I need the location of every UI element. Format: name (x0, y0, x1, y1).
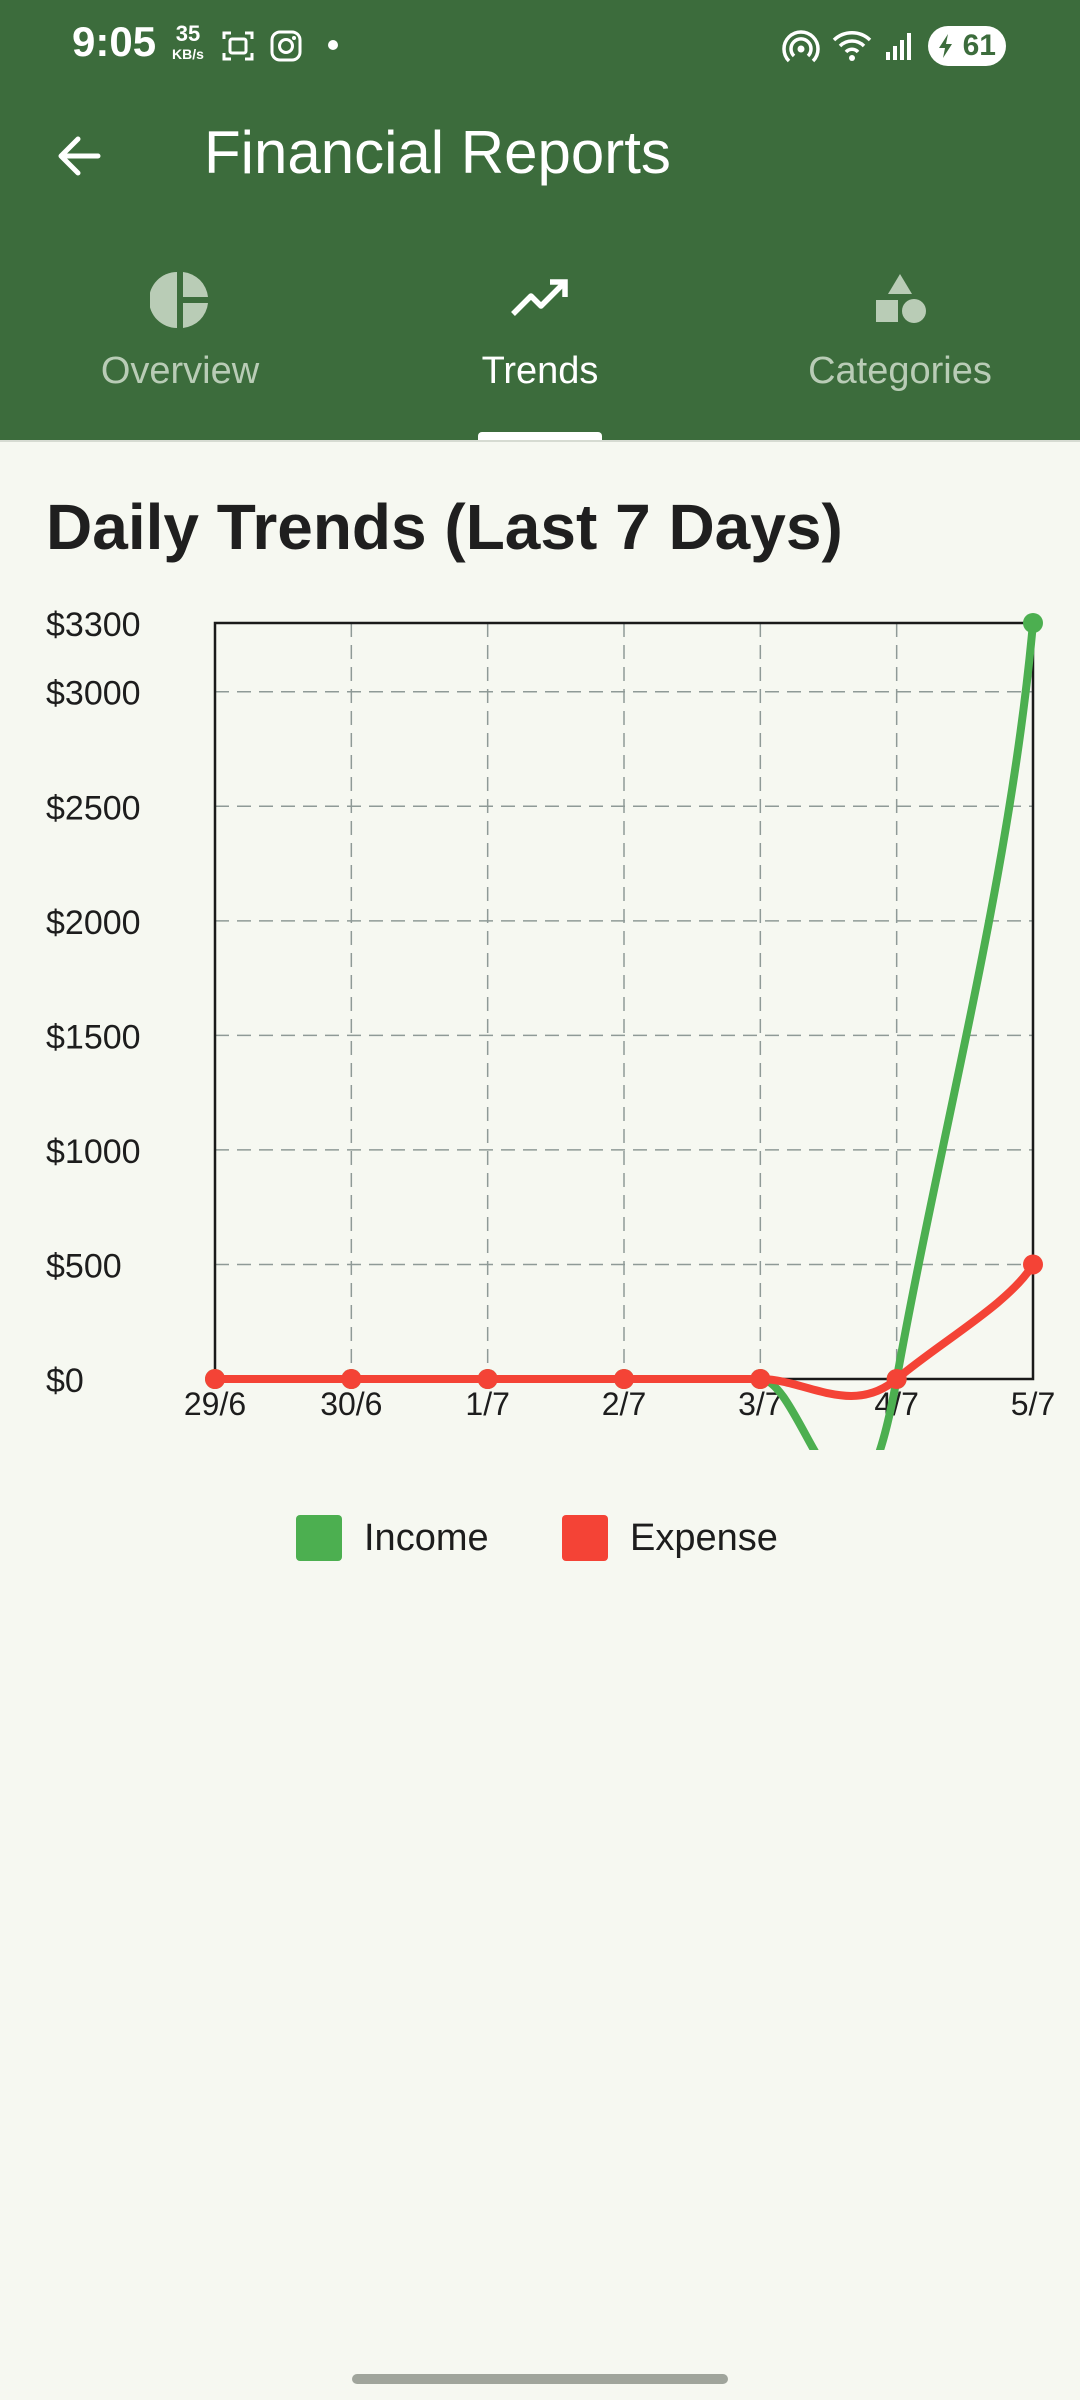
network-speed-value: 35 (175, 21, 201, 46)
legend-label-income: Income (364, 1517, 489, 1559)
tab-overview-label: Overview (100, 350, 260, 392)
y-tick-label: $0 (46, 1362, 84, 1400)
status-bar: 9:05 35 KB/s (0, 0, 1080, 90)
signal-icon (886, 33, 911, 60)
data-point-expense (750, 1369, 771, 1389)
app-bar: 9:05 35 KB/s (0, 0, 1080, 440)
legend-label-expense: Expense (630, 1517, 778, 1559)
data-point-expense (477, 1369, 498, 1389)
home-indicator[interactable] (352, 2374, 728, 2384)
tab-categories-label: Categories (808, 350, 992, 392)
tab-overview[interactable]: Overview (0, 270, 360, 440)
active-tab-indicator (478, 432, 602, 440)
data-point-expense (1023, 1254, 1043, 1275)
x-tick-label: 30/6 (320, 1386, 382, 1422)
y-tick-label: $1500 (46, 1018, 141, 1056)
data-point-income (1023, 613, 1043, 633)
appbar-divider (0, 440, 1080, 442)
data-point-expense (341, 1369, 362, 1389)
hotspot-icon (782, 30, 820, 63)
x-tick-label: 1/7 (465, 1386, 509, 1422)
y-tick-label: $2500 (46, 789, 141, 827)
wifi-icon (832, 31, 872, 61)
data-point-expense (205, 1369, 225, 1389)
y-tick-label: $3000 (46, 675, 141, 713)
network-speed: 35 KB/s (172, 21, 204, 64)
battery-indicator: 61 (928, 26, 1006, 66)
y-tick-label: $500 (46, 1247, 122, 1285)
charging-icon (939, 34, 952, 58)
screenshot-icon (222, 31, 254, 61)
section-title: Daily Trends (Last 7 Days) (46, 491, 843, 563)
x-tick-label: 5/7 (1011, 1386, 1055, 1422)
tab-trends-label: Trends (481, 350, 599, 392)
tab-categories[interactable]: Categories (720, 270, 1080, 440)
shapes-icon (876, 274, 926, 323)
back-arrow-icon[interactable] (50, 125, 110, 185)
page-title: Financial Reports (204, 119, 671, 186)
notification-dot-icon (328, 40, 338, 50)
instagram-icon (270, 30, 302, 62)
x-tick-label: 29/6 (184, 1386, 246, 1422)
status-time: 9:05 (72, 18, 157, 65)
y-tick-label: $3300 (46, 606, 141, 644)
daily-trends-chart: $0 $500 $1000 $1500 $2000 $2500 $3000 $3300 29/6… (46, 606, 1055, 1450)
series-line-income (211, 619, 1037, 1450)
y-tick-label: $1000 (46, 1133, 141, 1171)
legend-swatch-income (296, 1515, 342, 1561)
battery-level: 61 (962, 29, 996, 62)
pie-chart-icon (150, 272, 208, 328)
data-point-expense (614, 1369, 634, 1389)
legend-swatch-expense (562, 1515, 608, 1561)
network-speed-unit: KB/s (172, 46, 204, 62)
data-point-expense (886, 1369, 907, 1389)
y-tick-label: $2000 (46, 904, 141, 942)
trending-up-icon (511, 279, 568, 316)
tab-trends[interactable]: Trends (360, 270, 720, 440)
x-tick-label: 2/7 (602, 1386, 646, 1422)
